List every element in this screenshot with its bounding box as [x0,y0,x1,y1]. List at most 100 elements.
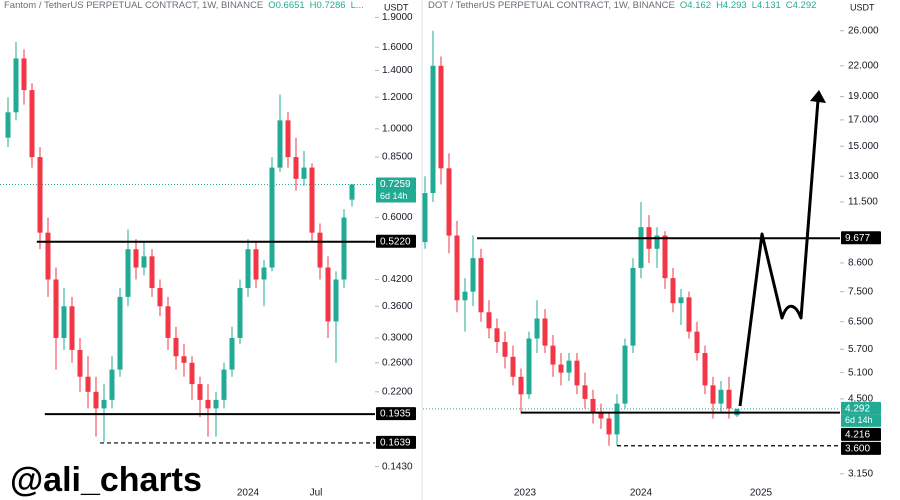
candle-body [598,413,604,419]
candle-body [470,258,476,292]
ohlc-value: O0.6651 [268,0,304,11]
candle-body [654,235,660,249]
charts: 1.9000 1.6000 1.4000 1.2000 1.0000 0.8500 0.60… [0,0,881,499]
candle-body [333,279,339,322]
candle-body [189,362,195,385]
ohlc-value: H4.293 [716,0,747,11]
y-tick-label: 13.000 [848,171,879,182]
candle-body [566,360,572,373]
candle-body [726,389,732,409]
y-tick-label: 1.9000 [382,12,413,23]
candle-body [93,391,99,409]
price-tag-label: 9.677 [845,233,870,244]
candle-body [510,356,516,377]
candle-body [574,360,580,386]
y-tick-label: 0.3000 [382,333,413,344]
candle-body [430,65,436,194]
y-tick-label: 0.4200 [382,274,413,285]
chart-header: Fantom / TetherUS PERPETUAL CONTRACT, 1W… [4,0,364,11]
candle-body [686,297,692,332]
candle-body [5,112,11,138]
candle-body [109,369,115,400]
candle-body [710,385,716,404]
y-tick-label: 1.4000 [382,65,413,76]
candle-body [173,337,179,357]
candle-body [45,232,51,280]
watermark: @ali_charts [10,461,202,499]
candle-body [718,389,724,404]
ohlc-value: C4.292 [786,0,817,11]
chart-header: DOT / TetherUS PERPETUAL CONTRACT, 1W, B… [428,0,816,11]
price-tag-label: 4.292 [845,403,870,414]
ohlc-value: L4.131 [752,0,781,11]
candle-body [670,278,676,304]
candle-body [157,287,163,307]
candle-body [590,398,596,414]
candle-body [245,249,251,288]
candle-body [550,345,556,365]
price-tag-sub: 6d 14h [845,415,873,425]
price-tag [376,234,416,248]
candle-body [13,58,19,113]
candle-body [61,306,67,338]
candle-body [229,337,235,370]
candle-body [526,338,532,395]
candle-body [502,342,508,357]
candle-body [438,65,444,169]
y-tick-label: 0.2200 [382,386,413,397]
candle-body [277,120,283,168]
y-tick-label: 6.500 [848,316,873,327]
candle-body [85,376,91,392]
y-tick-label: 0.1430 [382,461,413,472]
y-tick-label: 0.6000 [382,212,413,223]
candle-body [181,356,187,363]
y-tick-label: 0.8500 [382,152,413,163]
candle-body [29,90,35,158]
candle-body [622,345,628,404]
y-tick-label: 15.000 [848,141,879,152]
y-tick-label: 7.500 [848,286,873,297]
candle-body [341,217,347,280]
candle-body [478,258,484,313]
price-tag-label: 4.216 [845,429,870,440]
candle-body [534,318,540,339]
candle-body [606,418,612,435]
price-tag [841,401,881,415]
price-tag [841,441,881,455]
candle-body [462,291,468,301]
candle-body [542,318,548,346]
ohlc-value: H0.7286 [310,0,346,11]
candle-body [269,167,275,268]
candle-body [494,328,500,343]
projection-arrowhead [810,90,826,103]
candle-body [221,369,227,400]
candle-body [101,399,107,409]
price-tag-sub-bg [841,414,881,427]
candle-body [253,249,259,280]
price-tag-label: 0.1935 [380,409,411,420]
price-tag [841,427,881,441]
y-tick-label: 5.100 [848,367,873,378]
y-tick-label: 0.2600 [382,357,413,368]
y-tick-label: 8.600 [848,258,873,269]
axis-unit: USDT [850,2,875,12]
candle-body [678,297,684,304]
y-tick-label: 17.000 [848,115,879,126]
candle-body [422,193,428,243]
candle-body [446,168,452,236]
candle-body [454,235,460,301]
price-tag-label: 3.600 [845,443,870,454]
y-tick-label: 1.0000 [382,123,413,134]
candle-body [53,279,59,338]
candle-body [165,306,171,338]
candle-body [237,287,243,338]
ohlc-value: L... [351,0,364,11]
x-tick-label: 2023 [514,488,537,499]
candle-body [301,167,307,179]
ohlc-value: O4.162 [680,0,711,11]
candle-body [149,256,155,288]
y-tick-label: 3.150 [848,468,873,479]
y-tick-label: 11.500 [848,197,878,208]
price-tag-label: 0.7259 [380,179,411,190]
